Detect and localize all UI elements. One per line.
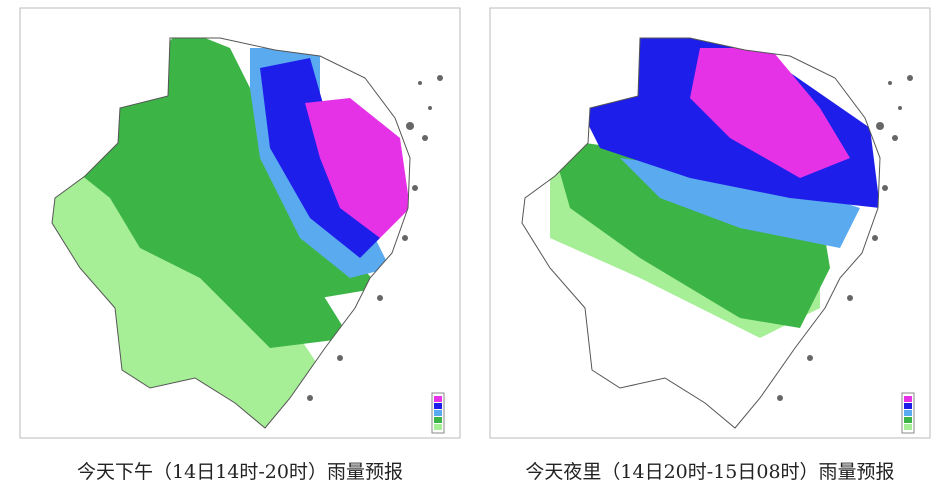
caption: 今天夜里（14日20时-15日08时）雨量预报 (525, 461, 894, 483)
map-right (489, 7, 931, 439)
map-left (19, 7, 461, 439)
caption: 今天下午（14日14时-20时）雨量预报 (77, 461, 403, 483)
